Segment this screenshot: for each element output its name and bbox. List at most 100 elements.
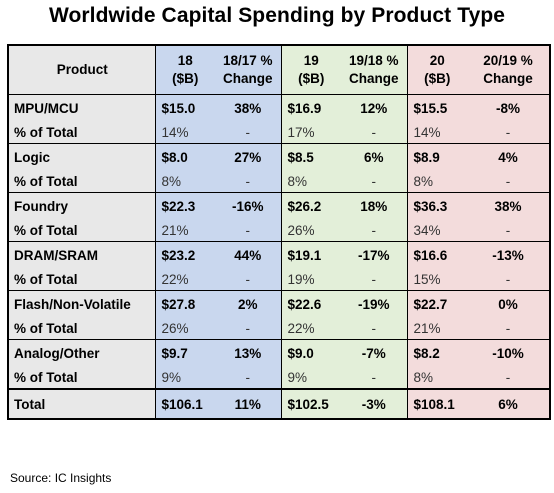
table-row: MPU/MCU $15.0 38% $16.9 12% $15.5 -8% [8, 94, 550, 122]
cell-pc19: - [341, 367, 407, 390]
cell-y20: $15.5 [406, 94, 467, 122]
cell-p20: 8% [406, 367, 467, 390]
row-percent-label: % of Total [8, 367, 155, 390]
total-label: Total [8, 388, 155, 419]
cell-c20: -13% [467, 241, 550, 269]
row-percent-label: % of Total [8, 220, 155, 242]
chart-title: Worldwide Capital Spending by Product Ty… [48, 4, 506, 27]
table-row-percent: % of Total 21% -26% -34% - [8, 220, 550, 242]
cell-pc18: - [215, 220, 281, 242]
cell-pc18: - [215, 171, 281, 193]
cell-pc19: - [341, 269, 407, 291]
row-percent-label: % of Total [8, 318, 155, 340]
cell-p18: 9% [154, 367, 215, 390]
table-row: DRAM/SRAM $23.2 44% $19.1 -17% $16.6 -13% [8, 241, 550, 269]
total-y19: $102.5 [280, 388, 341, 419]
cell-p19: 19% [280, 269, 341, 291]
cell-pc20: - [467, 367, 550, 390]
cell-y19: $26.2 [280, 192, 341, 220]
cell-p19: 17% [280, 122, 341, 144]
cell-pc18: - [215, 269, 281, 291]
cell-c20: 38% [467, 192, 550, 220]
cell-p18: 26% [154, 318, 215, 340]
cell-c18: 38% [215, 94, 281, 122]
header-c18: 18/17 % Change [215, 45, 281, 95]
cell-p18: 8% [154, 171, 215, 193]
table-row-percent: % of Total 22% -19% -15% - [8, 269, 550, 291]
cell-pc20: - [467, 318, 550, 340]
cell-p20: 21% [406, 318, 467, 340]
cell-y20: $8.2 [406, 339, 467, 367]
header-product: Product [8, 45, 155, 95]
table-row: Foundry $22.3 -16% $26.2 18% $36.3 38% [8, 192, 550, 220]
total-y18: $106.1 [154, 388, 215, 419]
cell-pc18: - [215, 122, 281, 144]
cell-c19: -7% [341, 339, 407, 367]
row-percent-label: % of Total [8, 171, 155, 193]
cell-c20: 4% [467, 143, 550, 171]
cell-p20: 14% [406, 122, 467, 144]
cell-c18: 27% [215, 143, 281, 171]
header-y19: 19 ($B) [280, 45, 341, 95]
cell-c20: -10% [467, 339, 550, 367]
cell-y18: $15.0 [154, 94, 215, 122]
cell-y18: $22.3 [154, 192, 215, 220]
row-product-label: Logic [8, 143, 155, 171]
cell-y18: $27.8 [154, 290, 215, 318]
table-row: Logic $8.0 27% $8.5 6% $8.9 4% [8, 143, 550, 171]
cell-y20: $16.6 [406, 241, 467, 269]
cell-p19: 8% [280, 171, 341, 193]
cell-pc18: - [215, 367, 281, 390]
cell-pc19: - [341, 171, 407, 193]
row-product-label: DRAM/SRAM [8, 241, 155, 269]
cell-pc18: - [215, 318, 281, 340]
cell-pc20: - [467, 269, 550, 291]
row-percent-label: % of Total [8, 122, 155, 144]
cell-c19: -17% [341, 241, 407, 269]
total-c20: 6% [467, 388, 550, 419]
table-row: Analog/Other $9.7 13% $9.0 -7% $8.2 -10% [8, 339, 550, 367]
header-c20: 20/19 % Change [467, 45, 550, 95]
cell-c19: 18% [341, 192, 407, 220]
header-row: Product 18 ($B) 18/17 % Change 19 ($B) 19/1… [8, 45, 550, 95]
cell-pc20: - [467, 171, 550, 193]
cell-p20: 34% [406, 220, 467, 242]
cell-y19: $19.1 [280, 241, 341, 269]
cell-c18: 2% [215, 290, 281, 318]
cell-pc20: - [467, 220, 550, 242]
cell-p19: 26% [280, 220, 341, 242]
row-product-label: Analog/Other [8, 339, 155, 367]
cell-c20: -8% [467, 94, 550, 122]
table-row-percent: % of Total 26% -22% -21% - [8, 318, 550, 340]
cell-p20: 8% [406, 171, 467, 193]
cell-p18: 14% [154, 122, 215, 144]
cell-p19: 22% [280, 318, 341, 340]
header-c19: 19/18 % Change [341, 45, 407, 95]
cell-y18: $23.2 [154, 241, 215, 269]
table-row-percent: % of Total 8% -8% -8% - [8, 171, 550, 193]
header-y20: 20 ($B) [406, 45, 467, 95]
cell-c19: 12% [341, 94, 407, 122]
cell-y19: $16.9 [280, 94, 341, 122]
cell-c20: 0% [467, 290, 550, 318]
total-c19: -3% [341, 388, 407, 419]
cell-c18: -16% [215, 192, 281, 220]
cell-p20: 15% [406, 269, 467, 291]
total-c18: 11% [215, 388, 281, 419]
header-y18: 18 ($B) [154, 45, 215, 95]
row-percent-label: % of Total [8, 269, 155, 291]
total-y20: $108.1 [406, 388, 467, 419]
cell-pc19: - [341, 122, 407, 144]
cell-pc19: - [341, 220, 407, 242]
cell-y20: $8.9 [406, 143, 467, 171]
cell-p19: 9% [280, 367, 341, 390]
cell-p18: 22% [154, 269, 215, 291]
capital-spending-table: Product 18 ($B) 18/17 % Change 19 ($B) 19/1… [7, 44, 551, 420]
cell-p18: 21% [154, 220, 215, 242]
table-body: MPU/MCU $15.0 38% $16.9 12% $15.5 -8%% of Tota… [8, 94, 550, 419]
cell-c18: 44% [215, 241, 281, 269]
cell-y19: $22.6 [280, 290, 341, 318]
cell-y18: $8.0 [154, 143, 215, 171]
table-row-percent: % of Total 14% -17% -14% - [8, 122, 550, 144]
cell-y18: $9.7 [154, 339, 215, 367]
